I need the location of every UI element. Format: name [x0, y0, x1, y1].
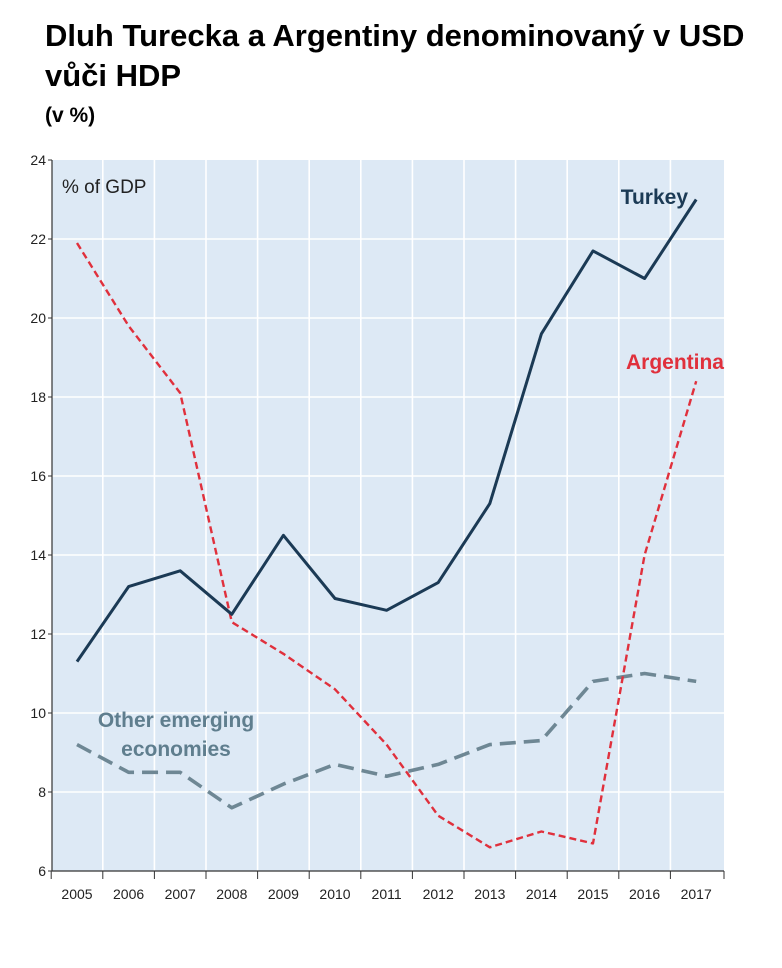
gridlines [52, 160, 724, 871]
y-tick-label: 16 [30, 468, 46, 484]
series-line-argentina [75, 242, 698, 849]
y-tick-label: 12 [30, 626, 46, 642]
series-line-turkey [75, 198, 698, 663]
x-tick-label: 2017 [681, 886, 712, 902]
y-tick-label: 10 [30, 705, 46, 721]
legend-label-other-line1: Other emerging [98, 709, 254, 732]
legend-label-argentina: Argentina [626, 351, 724, 374]
x-tick-label: 2009 [268, 886, 299, 902]
y-tick-label: 22 [30, 231, 46, 247]
axis-unit-annotation: % of GDP [62, 177, 146, 198]
y-tick-label: 18 [30, 389, 46, 405]
legend-label-turkey: Turkey [621, 186, 689, 209]
y-tick-label: 24 [30, 152, 46, 168]
series-line-other-emerging-economies [76, 671, 697, 810]
y-tick-label: 14 [30, 547, 46, 563]
x-tick-label: 2016 [629, 886, 660, 902]
x-axis: 2005 2006 2007 2008 2009 2010 2011 2012 2013 2014… [50, 870, 725, 902]
legend-label-other-line2: economies [121, 738, 231, 761]
x-tick-label: 2014 [526, 886, 557, 902]
chart-title: Dluh Turecka a Argentiny denominovaný v … [45, 18, 745, 93]
y-tick-label: 8 [38, 784, 46, 800]
x-tick-label: 2011 [372, 886, 402, 902]
x-tick-label: 2006 [113, 886, 144, 902]
x-tick-label: 2007 [165, 886, 196, 902]
y-axis: 6 8 10 12 14 16 18 20 22 24 [30, 152, 53, 879]
x-tick-label: 2008 [216, 886, 247, 902]
x-tick-label: 2010 [319, 886, 350, 902]
plot-area [52, 160, 724, 871]
y-tick-label: 20 [30, 310, 46, 326]
x-tick-label: 2012 [423, 886, 454, 902]
series-lines [75, 198, 698, 849]
chart-subtitle: (v %) [45, 104, 96, 127]
series-labels: Turkey Argentina Other emerging economies [98, 186, 724, 761]
x-tick-label: 2013 [474, 886, 505, 902]
x-tick-label: 2005 [61, 886, 92, 902]
y-tick-label: 6 [38, 863, 46, 879]
x-tick-label: 2015 [577, 886, 608, 902]
